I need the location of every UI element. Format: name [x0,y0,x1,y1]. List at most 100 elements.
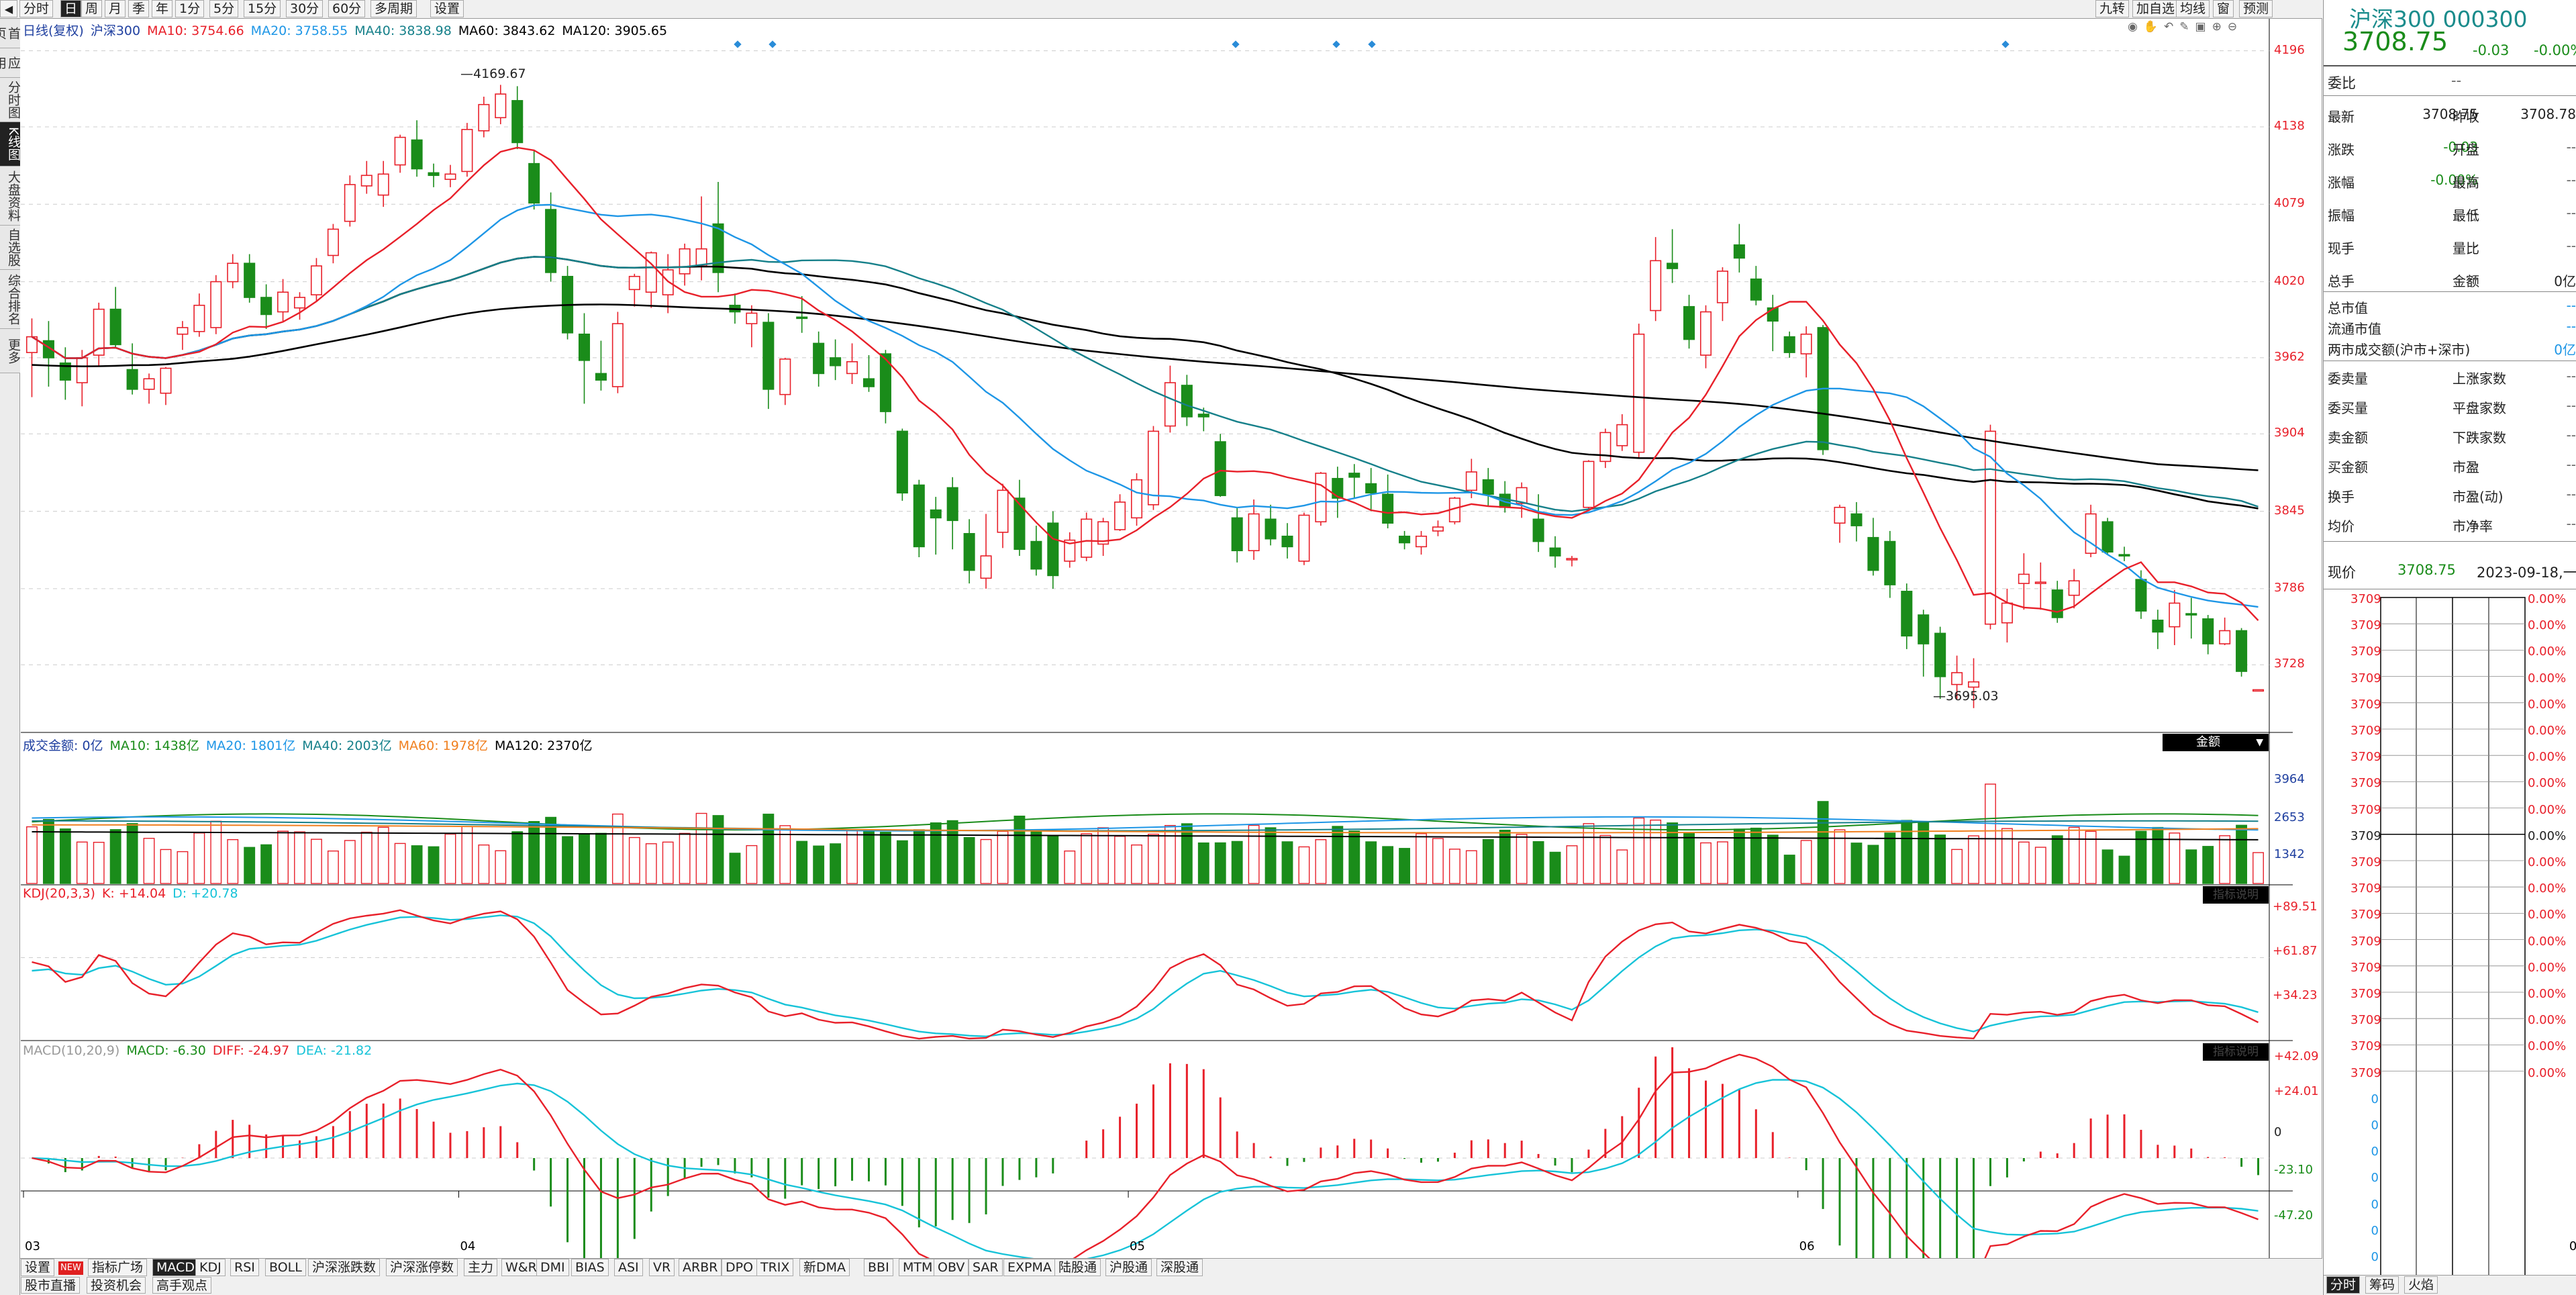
indicator-tab-4[interactable]: RSI [230,1259,259,1276]
left-tab-1[interactable]: 应用 [0,48,21,78]
top-right-tab-3[interactable]: 窗 [2213,0,2234,17]
candle-body-26 [461,129,473,173]
indicator-tab-14[interactable]: ARBR [679,1259,722,1276]
left-tab-4[interactable]: 大盘资料 [0,166,21,226]
ma40-line [31,256,2259,512]
quote-tab-0[interactable]: 分时 [2326,1276,2361,1294]
indicator-tab-6[interactable]: 沪深涨跌数 [308,1259,381,1276]
hand-icon[interactable]: ✋ [2143,20,2165,34]
expand-icon[interactable]: ⇡ [2328,1278,2338,1290]
candle-body-130 [2202,618,2214,644]
period-tab-4[interactable]: 季 [128,0,150,17]
indicator-tab-25[interactable]: 深股通 [1156,1259,1203,1276]
left-tab-5[interactable]: 自选股 [0,226,21,270]
volume-bar-51 [879,832,891,884]
indicator-tab-17[interactable]: 新DMA [799,1259,850,1276]
mini-right-tick-2: 0.00% [2528,644,2567,659]
lock-icon[interactable]: ▣ [2195,20,2212,34]
kdj-help-button[interactable]: 指标说明 [2203,886,2269,904]
candle-body-97 [1650,260,1662,311]
month-label-2: 05 [1130,1239,1145,1253]
top-right-tab-2[interactable]: 均线 [2176,0,2210,17]
quote-row2-label2-2: 下跌家数 [2453,430,2506,446]
period-tab-6[interactable]: 1分 [175,0,205,17]
left-tab-3[interactable]: K线图 [0,122,21,166]
quote-row2-value1-0: -- [2468,368,2478,384]
indicator-tab-8[interactable]: 主力 [464,1259,498,1276]
candle-body-68 [1164,382,1176,427]
indicator-tab-22[interactable]: EXPMA [1003,1259,1056,1276]
indicator-tab-18[interactable]: BBI [864,1259,893,1276]
eye-icon[interactable]: ◉ [2128,20,2144,34]
info-tab-1[interactable]: 投资机会 [87,1277,146,1294]
indicator-tab-16[interactable]: TRIX [756,1259,794,1276]
volume-bar-71 [1214,842,1226,884]
macd-help-button[interactable]: 指标说明 [2203,1043,2269,1061]
indicator-tab-15[interactable]: DPO [722,1259,758,1276]
period-tab-2[interactable]: 周 [81,0,103,17]
candle-body-52 [896,430,908,494]
volume-bar-48 [830,843,842,884]
period-tab-7[interactable]: 5分 [209,0,239,17]
period-tab-3[interactable]: 月 [105,0,126,17]
indicator-tab-13[interactable]: VR [649,1259,675,1276]
top-right-tab-4[interactable]: 预测 [2239,0,2273,17]
mini-right-tick-11: 0.00% [2528,881,2567,896]
period-tab-10[interactable]: 60分 [328,0,366,17]
volume-bar-15 [277,830,289,884]
period-tab-8[interactable]: 15分 [244,0,281,17]
top-right-tab-0[interactable]: 九转 [2095,0,2130,17]
left-tab-0[interactable]: 首页 [0,19,21,48]
candle-body-13 [244,262,256,298]
high-label: 4169.67 [473,66,526,81]
period-tab-1[interactable]: 日 [60,0,82,17]
indicator-tab-7[interactable]: 沪深涨停数 [386,1259,458,1276]
mini-left-tick-20: 0 [2371,1118,2379,1133]
candle-body-114 [1934,632,1946,677]
quote-tab-2[interactable]: 火焰 [2404,1276,2438,1294]
indicator-tab-0[interactable]: 设置 [21,1259,55,1276]
info-tab-0[interactable]: 股市直播 [21,1277,81,1294]
draw-icon[interactable]: ✎ [2179,20,2195,34]
volume-bar-1 [42,818,54,884]
indicator-tab-5[interactable]: BOLL [265,1259,306,1276]
nav-back-icon[interactable]: ◀ [0,0,17,17]
quote-tab-1[interactable]: 筹码 [2365,1276,2399,1294]
volume-bar-45 [779,825,791,884]
top-right-tab-1[interactable]: 加自选 [2132,0,2179,17]
indicator-tab-2[interactable]: MACD [152,1259,199,1276]
indicator-tab-1[interactable]: 指标广场 [88,1259,148,1276]
kline-chart[interactable] [21,19,2322,1258]
period-tab-9[interactable]: 30分 [286,0,324,17]
candle-body-67 [1147,430,1160,506]
candle-body-98 [1667,262,1679,269]
indicator-tab-19[interactable]: MTM [899,1259,937,1276]
period-tab-5[interactable]: 年 [152,0,173,17]
left-tab-7[interactable]: 更多 [0,329,21,373]
left-tab-2[interactable]: 分时图 [0,78,21,122]
zoom-in-icon[interactable]: ⊕ [2212,20,2228,34]
indicator-tab-23[interactable]: 陆股通 [1054,1259,1101,1276]
indicator-tab-10[interactable]: DMI [536,1259,569,1276]
volume-bar-23 [411,845,423,884]
period-tab-12[interactable]: 设置 [430,0,464,17]
event-marker-0 [734,40,742,48]
period-tab-11[interactable]: 多周期 [370,0,417,17]
candle-body-58 [997,489,1009,533]
undo-icon[interactable]: ↶ [2164,20,2180,34]
info-tab-2[interactable]: 高手观点 [152,1277,212,1294]
candle-body-60 [1030,540,1042,570]
quote-row-value2-4: -- [2566,238,2576,254]
volume-mode-button[interactable]: 金额 ▼ [2163,734,2269,751]
indicator-tab-24[interactable]: 沪股通 [1105,1259,1152,1276]
indicator-tab-9[interactable]: W&R [501,1259,541,1276]
period-tab-0[interactable]: 分时 [19,0,54,17]
indicator-tab-3[interactable]: KDJ [195,1259,226,1276]
indicator-tab-11[interactable]: BIAS [571,1259,609,1276]
volume-bar-114 [1934,834,1946,884]
indicator-tab-12[interactable]: ASI [614,1259,643,1276]
left-tab-6[interactable]: 综合排名 [0,270,21,329]
indicator-tab-20[interactable]: OBV [934,1259,969,1276]
zoom-out-icon[interactable]: ⊖ [2227,20,2244,34]
indicator-tab-21[interactable]: SAR [969,1259,1003,1276]
